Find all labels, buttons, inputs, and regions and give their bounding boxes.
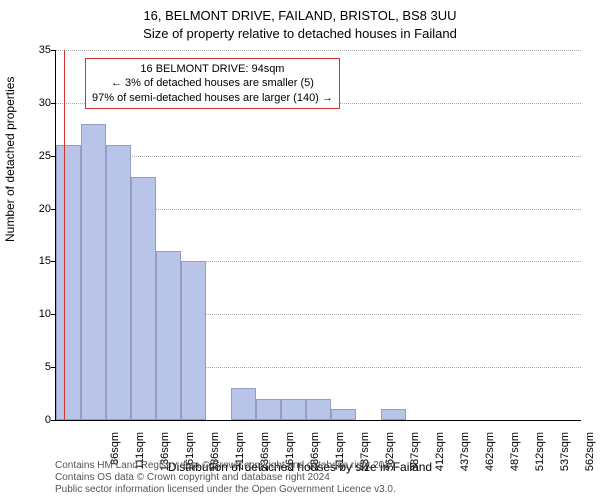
- histogram-bar: [281, 399, 306, 420]
- chart-container: 16, BELMONT DRIVE, FAILAND, BRISTOL, BS8…: [0, 0, 600, 500]
- ytick-mark: [51, 420, 56, 421]
- info-box: 16 BELMONT DRIVE: 94sqm ← 3% of detached…: [85, 58, 340, 109]
- ytick-mark: [51, 103, 56, 104]
- xtick-label: 462sqm: [484, 432, 496, 482]
- histogram-bar: [306, 399, 331, 420]
- histogram-bar: [331, 409, 356, 420]
- xtick-label: 412sqm: [434, 432, 446, 482]
- y-axis-label: Number of detached properties: [3, 77, 17, 242]
- chart-title-line2: Size of property relative to detached ho…: [0, 26, 600, 41]
- histogram-bar: [56, 145, 81, 420]
- xtick-label: 387sqm: [409, 432, 421, 482]
- xtick-label: 537sqm: [559, 432, 571, 482]
- attribution-line3: Public sector information licensed under…: [55, 484, 398, 496]
- xtick-label: 562sqm: [584, 432, 596, 482]
- gridline: [56, 156, 581, 157]
- attribution-line1: Contains HM Land Registry data © Crown c…: [55, 460, 398, 472]
- ytick-label: 20: [21, 203, 51, 215]
- histogram-bar: [81, 124, 106, 420]
- info-line1: 16 BELMONT DRIVE: 94sqm: [92, 62, 333, 76]
- info-line3: 97% of semi-detached houses are larger (…: [92, 91, 333, 105]
- highlight-line: [64, 50, 65, 420]
- histogram-bar: [256, 399, 281, 420]
- attribution: Contains HM Land Registry data © Crown c…: [55, 460, 398, 496]
- histogram-bar: [106, 145, 131, 420]
- ytick-label: 5: [21, 361, 51, 373]
- ytick-label: 30: [21, 97, 51, 109]
- histogram-bar: [131, 177, 156, 420]
- histogram-bar: [181, 261, 206, 420]
- xtick-label: 512sqm: [534, 432, 546, 482]
- ytick-mark: [51, 50, 56, 51]
- ytick-label: 10: [21, 308, 51, 320]
- xtick-label: 487sqm: [509, 432, 521, 482]
- xtick-label: 437sqm: [459, 432, 471, 482]
- info-line2: ← 3% of detached houses are smaller (5): [92, 76, 333, 90]
- ytick-label: 0: [21, 414, 51, 426]
- ytick-label: 15: [21, 255, 51, 267]
- histogram-bar: [231, 388, 256, 420]
- gridline: [56, 50, 581, 51]
- histogram-bar: [156, 251, 181, 420]
- ytick-label: 35: [21, 44, 51, 56]
- ytick-label: 25: [21, 150, 51, 162]
- histogram-bar: [381, 409, 406, 420]
- attribution-line2: Contains OS data © Crown copyright and d…: [55, 472, 398, 484]
- chart-title-line1: 16, BELMONT DRIVE, FAILAND, BRISTOL, BS8…: [0, 8, 600, 23]
